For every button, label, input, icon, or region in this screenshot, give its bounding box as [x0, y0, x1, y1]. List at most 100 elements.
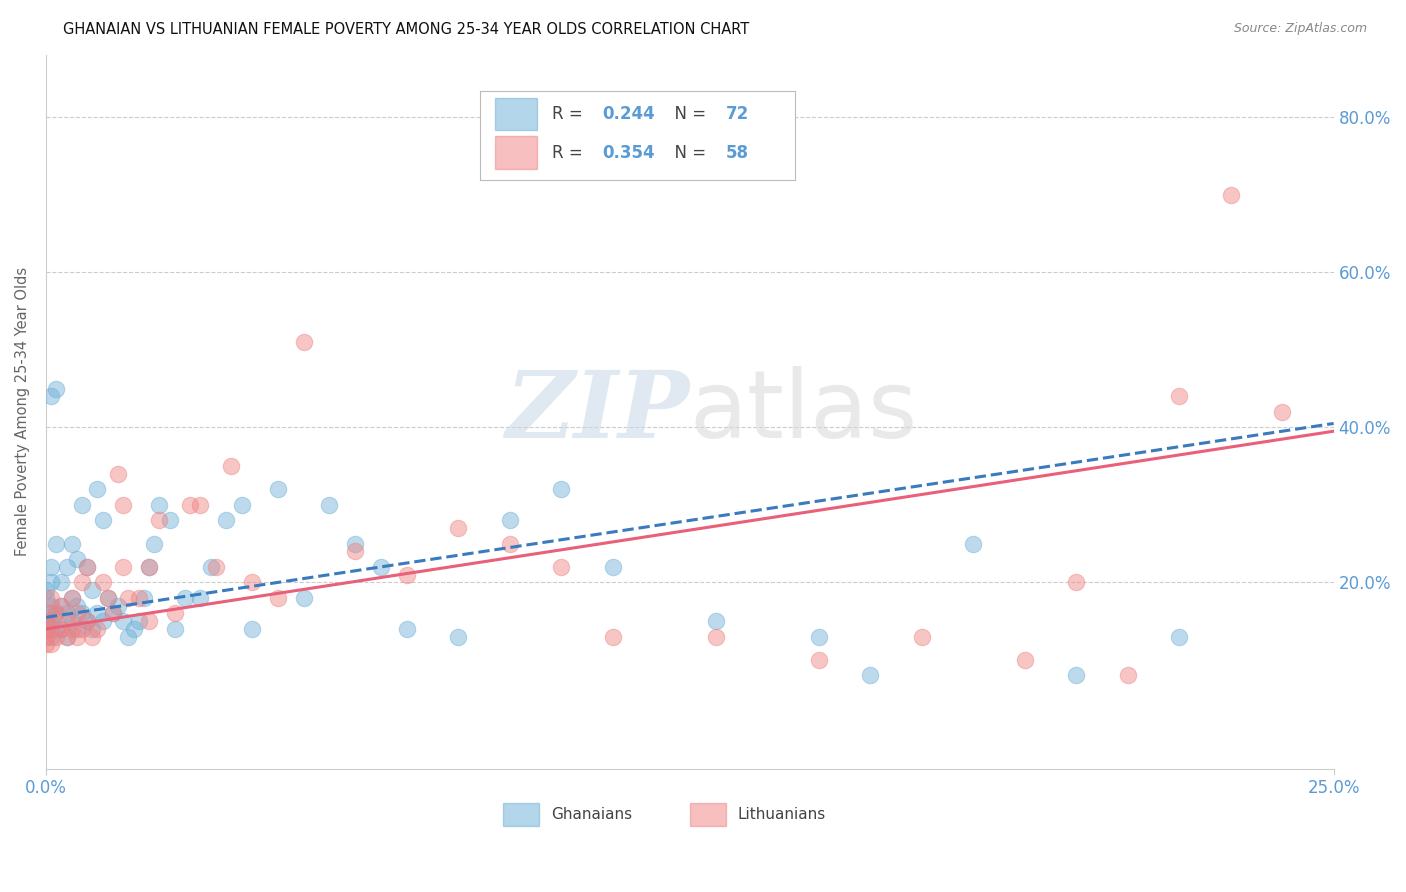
Text: 58: 58: [725, 144, 749, 161]
Point: [343, 536, 366, 550]
Point: [138, 614, 160, 628]
Point: [86, 607, 108, 621]
Point: [39, 560, 62, 574]
Point: [97, 591, 120, 605]
FancyBboxPatch shape: [690, 803, 725, 826]
Point: [132, 591, 155, 605]
Point: [240, 575, 263, 590]
Point: [66, 607, 89, 621]
Point: [910, 630, 932, 644]
Point: [1116, 668, 1139, 682]
Point: [395, 622, 418, 636]
Point: [39, 614, 62, 628]
FancyBboxPatch shape: [503, 803, 538, 826]
Point: [343, 544, 366, 558]
Point: [267, 591, 290, 605]
Point: [550, 560, 572, 574]
Point: [112, 560, 135, 574]
Point: [45, 382, 67, 396]
Point: [101, 607, 124, 621]
Point: [76, 560, 98, 574]
Point: [112, 498, 135, 512]
Point: [70, 622, 93, 636]
Point: [704, 630, 727, 644]
Point: [70, 575, 93, 590]
Point: [117, 630, 139, 644]
Point: [395, 567, 418, 582]
Point: [807, 653, 830, 667]
Point: [55, 607, 77, 621]
Point: [55, 630, 77, 644]
Point: [86, 483, 108, 497]
Point: [51, 599, 73, 613]
FancyBboxPatch shape: [495, 98, 537, 130]
Point: [122, 622, 145, 636]
Point: [60, 591, 83, 605]
Point: [498, 513, 520, 527]
Point: [35, 607, 58, 621]
Point: [60, 614, 83, 628]
Point: [66, 630, 89, 644]
Point: [1064, 668, 1087, 682]
Point: [602, 560, 624, 574]
Point: [148, 513, 170, 527]
Point: [60, 591, 83, 605]
Point: [205, 560, 228, 574]
Point: [55, 560, 77, 574]
Point: [138, 560, 160, 574]
Point: [117, 591, 139, 605]
Text: 72: 72: [725, 105, 749, 123]
Point: [76, 614, 98, 628]
Text: R =: R =: [553, 105, 588, 123]
Point: [51, 575, 73, 590]
Point: [179, 498, 201, 512]
Y-axis label: Female Poverty Among 25-34 Year Olds: Female Poverty Among 25-34 Year Olds: [15, 268, 30, 557]
Point: [45, 607, 67, 621]
Point: [231, 498, 253, 512]
Point: [35, 583, 58, 598]
FancyBboxPatch shape: [495, 136, 537, 169]
Point: [55, 614, 77, 628]
Point: [91, 513, 114, 527]
Text: Ghanaians: Ghanaians: [551, 806, 631, 822]
Point: [35, 591, 58, 605]
Point: [128, 591, 150, 605]
Point: [60, 536, 83, 550]
Point: [962, 536, 984, 550]
Point: [76, 614, 98, 628]
Point: [292, 334, 315, 349]
Point: [107, 467, 129, 481]
Point: [91, 614, 114, 628]
Point: [51, 622, 73, 636]
Text: GHANAIAN VS LITHUANIAN FEMALE POVERTY AMONG 25-34 YEAR OLDS CORRELATION CHART: GHANAIAN VS LITHUANIAN FEMALE POVERTY AM…: [63, 22, 749, 37]
Point: [1168, 389, 1191, 403]
Point: [66, 552, 89, 566]
Point: [91, 575, 114, 590]
Point: [292, 591, 315, 605]
Point: [550, 483, 572, 497]
Text: 0.244: 0.244: [602, 105, 655, 123]
Point: [1219, 187, 1241, 202]
Point: [35, 622, 58, 636]
Point: [55, 630, 77, 644]
Point: [45, 536, 67, 550]
Text: Lithuanians: Lithuanians: [738, 806, 825, 822]
Text: N =: N =: [664, 105, 711, 123]
Text: Source: ZipAtlas.com: Source: ZipAtlas.com: [1233, 22, 1367, 36]
Point: [859, 668, 882, 682]
Point: [35, 614, 58, 628]
Point: [35, 637, 58, 651]
Point: [101, 607, 124, 621]
Point: [215, 513, 238, 527]
Point: [39, 637, 62, 651]
Point: [45, 607, 67, 621]
Point: [200, 560, 222, 574]
Point: [174, 591, 197, 605]
Point: [267, 483, 290, 497]
Point: [82, 630, 104, 644]
Point: [39, 599, 62, 613]
Point: [498, 536, 520, 550]
Point: [1064, 575, 1087, 590]
Point: [704, 614, 727, 628]
Point: [163, 622, 186, 636]
